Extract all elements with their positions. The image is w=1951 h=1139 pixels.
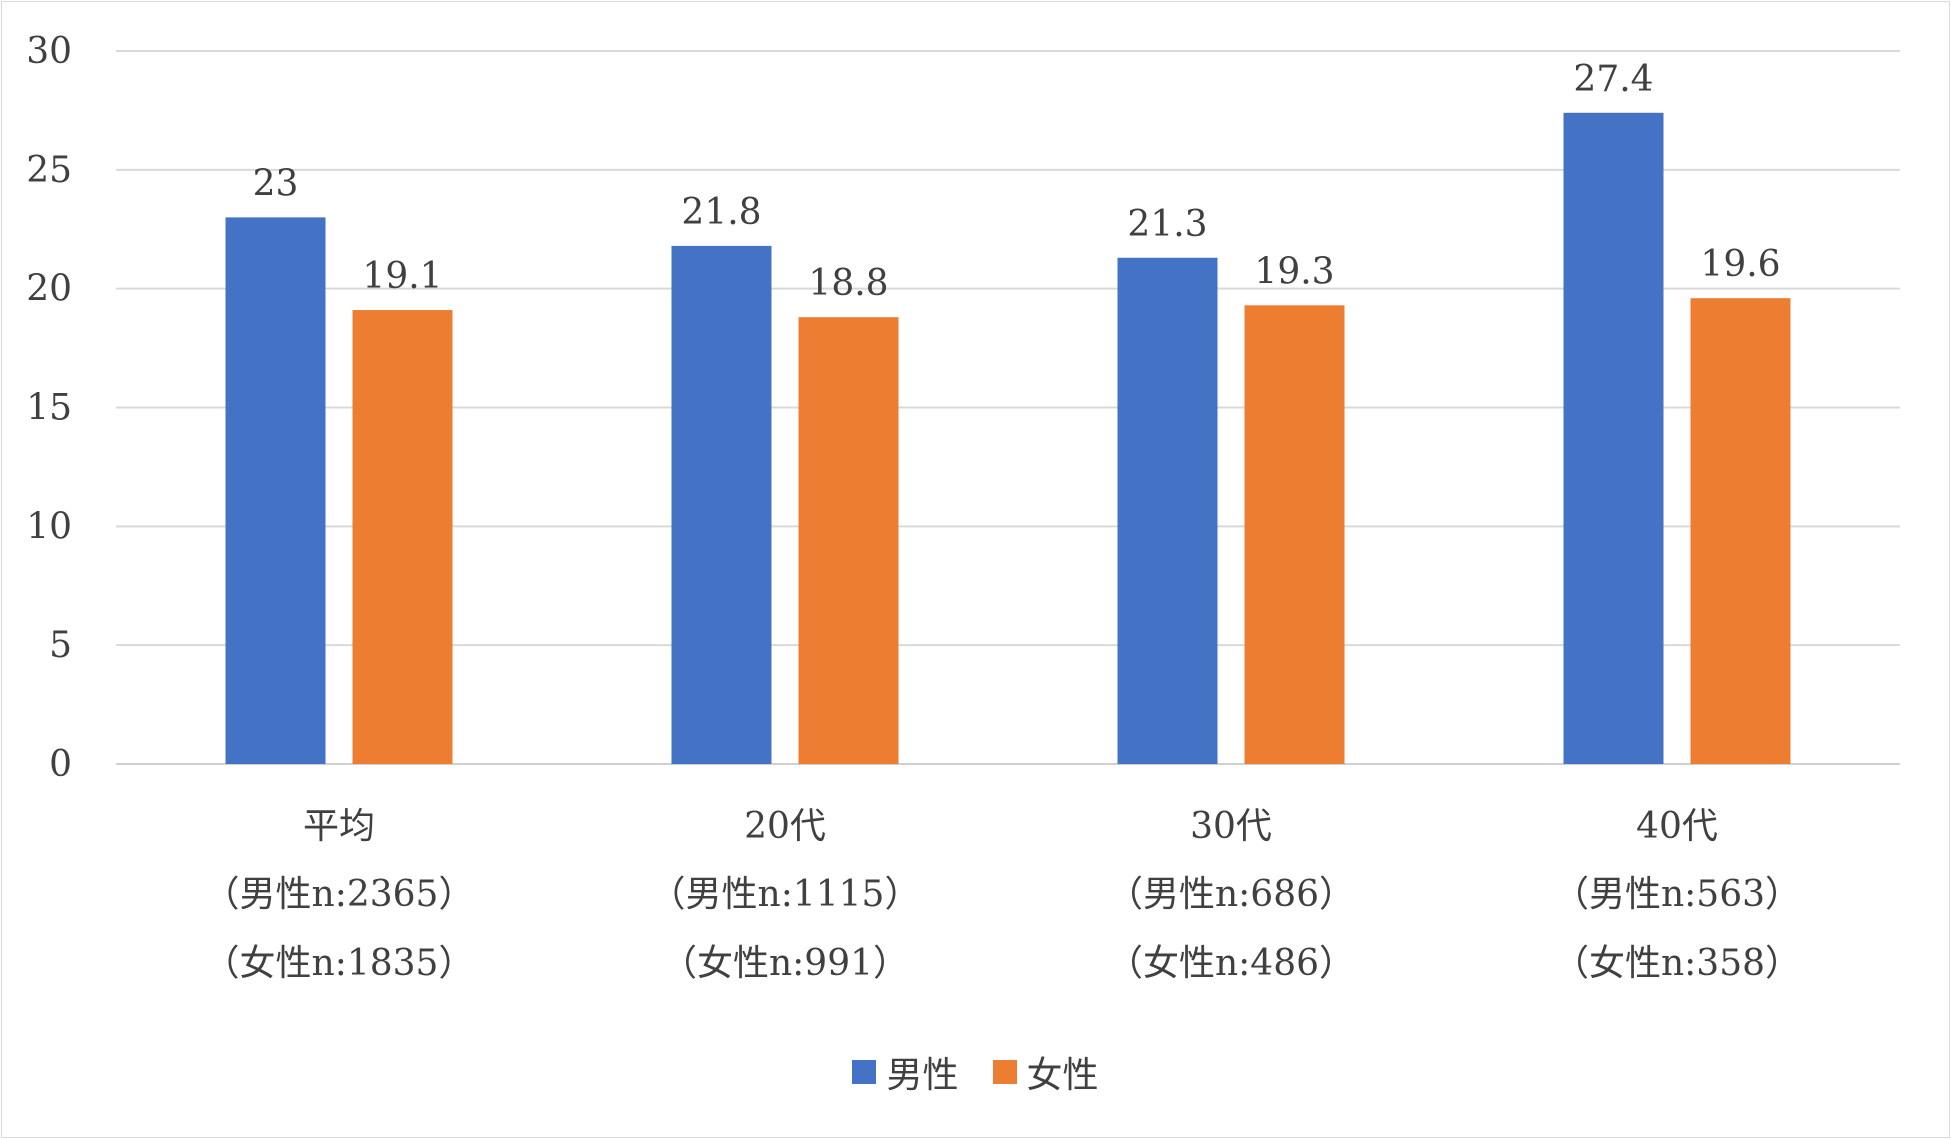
x-tick-label: 20代	[744, 806, 826, 847]
x-tick-label: （男性n:2365）	[204, 874, 475, 915]
y-tick-label: 0	[49, 744, 72, 785]
x-tick-label: （女性n:1835）	[204, 943, 475, 984]
y-tick-label: 30	[26, 31, 72, 72]
bar-male	[1117, 257, 1218, 764]
x-tick-label: （男性n:1115）	[650, 874, 921, 915]
x-tick-label: （男性n:563）	[1553, 874, 1801, 915]
data-label: 19.6	[1700, 244, 1780, 285]
x-tick-label: 40代	[1636, 806, 1718, 847]
bar-female	[1690, 298, 1791, 764]
y-tick-label: 25	[26, 150, 72, 191]
legend-swatch	[992, 1060, 1017, 1084]
legend-label: 男性	[886, 1055, 959, 1096]
y-tick-label: 5	[49, 625, 72, 666]
data-label: 19.1	[362, 256, 442, 297]
data-label: 19.3	[1254, 251, 1334, 292]
legend-swatch	[852, 1060, 877, 1084]
bar-female	[352, 310, 453, 764]
x-tick-label: 30代	[1190, 806, 1272, 847]
data-label: 21.3	[1127, 204, 1207, 245]
bar-male	[671, 245, 772, 765]
x-tick-label: （男性n:686）	[1107, 874, 1355, 915]
bar-female	[798, 317, 899, 764]
bar-female	[1244, 305, 1345, 764]
data-label: 23	[253, 163, 299, 204]
y-tick-label: 15	[26, 388, 72, 429]
x-tick-label: （女性n:358）	[1553, 943, 1801, 984]
legend: 男性 女性	[0, 1046, 1951, 1098]
legend-label: 女性	[1026, 1055, 1099, 1096]
bar-male	[1563, 112, 1664, 764]
data-label: 18.8	[808, 263, 888, 304]
y-tick-label: 20	[26, 269, 72, 310]
x-tick-label: 平均	[303, 806, 375, 847]
x-tick-label: （女性n:486）	[1107, 943, 1355, 984]
bar-male	[225, 217, 326, 764]
legend-item: 女性	[992, 1046, 1099, 1098]
data-label: 27.4	[1573, 59, 1653, 100]
legend-item: 男性	[852, 1046, 959, 1098]
data-label: 21.8	[681, 192, 761, 233]
x-tick-label: （女性n:991）	[661, 943, 909, 984]
y-tick-label: 10	[26, 506, 72, 547]
